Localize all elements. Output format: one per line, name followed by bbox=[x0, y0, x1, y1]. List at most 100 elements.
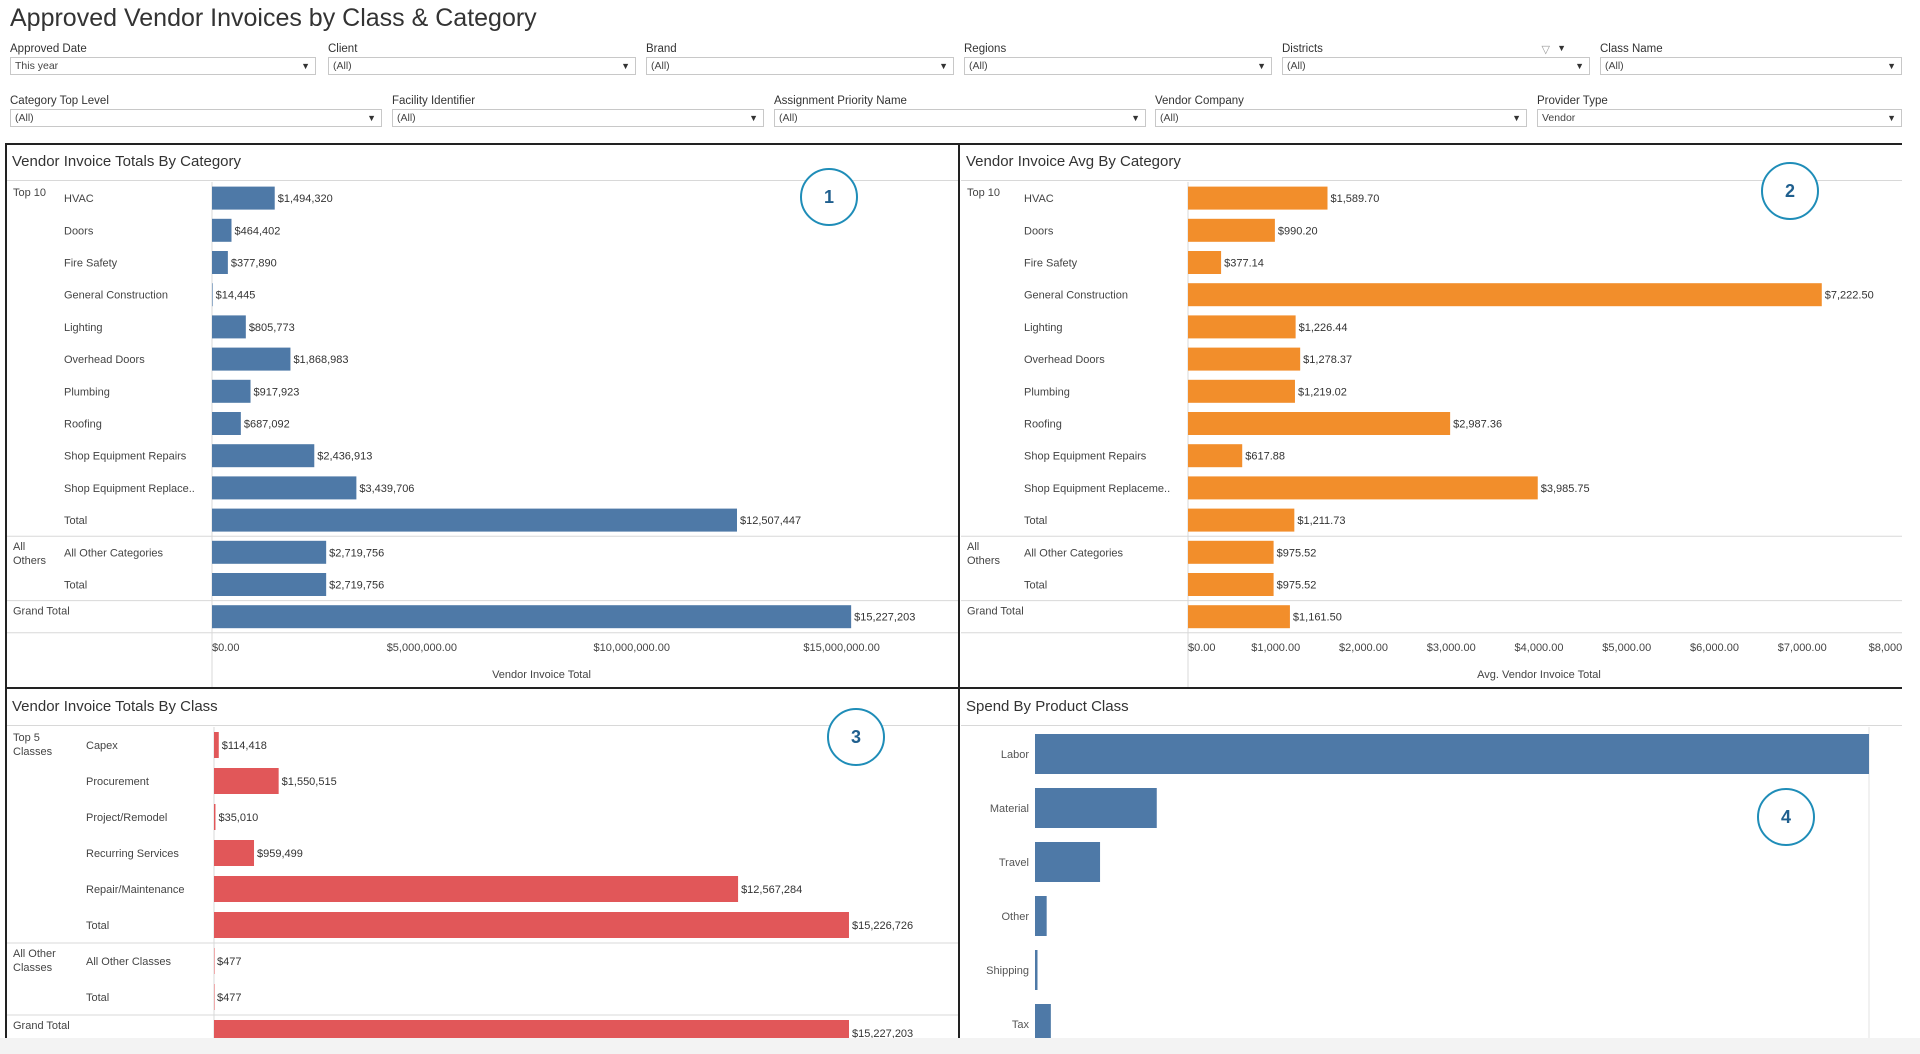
data-label: $15,227,203 bbox=[852, 1028, 913, 1038]
data-label: $377,890 bbox=[231, 258, 277, 270]
category-label: Repair/Maintenance bbox=[86, 884, 184, 896]
filter-class-name[interactable]: Class Name (All) ▼ bbox=[1600, 43, 1902, 75]
bar bbox=[214, 912, 849, 938]
chart-totals-by-class: Top 5 Classes All Other Classes Grand Total C… bbox=[7, 727, 959, 1038]
panel-border bbox=[5, 143, 7, 1038]
category-label: Labor bbox=[1001, 749, 1029, 761]
filter-select[interactable]: (All) ▼ bbox=[392, 109, 764, 127]
category-label: Plumbing bbox=[64, 386, 110, 398]
filter-districts[interactable]: Districts ▽ ▼ (All) ▼ bbox=[1282, 43, 1590, 75]
tick-label: $3,000.00 bbox=[1427, 642, 1476, 654]
filter-label: Brand bbox=[646, 43, 677, 55]
dropdown-arrow-icon[interactable]: ▼ bbox=[301, 61, 310, 71]
filter-value: (All) bbox=[333, 60, 352, 72]
funnel-icon[interactable]: ▽ bbox=[1541, 44, 1550, 56]
filter-select[interactable]: (All) ▼ bbox=[774, 109, 1146, 127]
dropdown-arrow-icon[interactable]: ▼ bbox=[1887, 113, 1896, 123]
filter-label: Regions bbox=[964, 43, 1007, 55]
chevron-down-icon[interactable]: ▼ bbox=[1557, 43, 1566, 53]
dropdown-arrow-icon[interactable]: ▼ bbox=[1887, 61, 1896, 71]
dropdown-arrow-icon[interactable]: ▼ bbox=[1257, 61, 1266, 71]
filter-provider-type[interactable]: Provider Type Vendor ▼ bbox=[1537, 95, 1902, 127]
category-label: Tax bbox=[1012, 1019, 1030, 1031]
data-label: $377.14 bbox=[1224, 258, 1264, 270]
filter-label: Assignment Priority Name bbox=[774, 95, 907, 107]
bar bbox=[1035, 788, 1157, 828]
filter-assignment-priority[interactable]: Assignment Priority Name (All) ▼ bbox=[774, 95, 1146, 127]
group-label: Grand Total bbox=[967, 606, 1024, 618]
category-label: Overhead Doors bbox=[1024, 354, 1105, 366]
filter-brand[interactable]: Brand (All) ▼ bbox=[646, 43, 954, 75]
filter-category-top-level[interactable]: Category Top Level (All) ▼ bbox=[10, 95, 382, 127]
filter-select[interactable]: (All) ▼ bbox=[10, 109, 382, 127]
filter-select[interactable]: (All) ▼ bbox=[1282, 57, 1590, 75]
filter-select[interactable]: Vendor ▼ bbox=[1537, 109, 1902, 127]
filter-select[interactable]: (All) ▼ bbox=[328, 57, 636, 75]
filter-select[interactable]: (All) ▼ bbox=[1600, 57, 1902, 75]
category-label: HVAC bbox=[64, 193, 94, 205]
data-label: $687,092 bbox=[244, 419, 290, 431]
group-label: Top 5 bbox=[13, 732, 40, 744]
bar bbox=[214, 984, 215, 1010]
filter-value: (All) bbox=[1605, 60, 1624, 72]
bar bbox=[1188, 573, 1274, 596]
data-label: $1,868,983 bbox=[293, 354, 348, 366]
data-label: $2,436,913 bbox=[317, 451, 372, 463]
group-label: All bbox=[967, 541, 979, 553]
data-label: $1,278.37 bbox=[1303, 354, 1352, 366]
bar bbox=[212, 444, 315, 468]
group-label: Top 10 bbox=[13, 187, 46, 199]
filter-select[interactable]: (All) ▼ bbox=[1155, 109, 1527, 127]
data-label: $617.88 bbox=[1245, 451, 1285, 463]
filter-label: Districts bbox=[1282, 43, 1323, 55]
data-label: $2,987.36 bbox=[1453, 419, 1502, 431]
data-label: $3,439,706 bbox=[359, 483, 414, 495]
bar bbox=[212, 605, 852, 629]
tick-label: $1,000.00 bbox=[1251, 642, 1300, 654]
filter-approved-date[interactable]: Approved Date This year ▼ bbox=[10, 43, 316, 75]
bar bbox=[212, 251, 228, 274]
filter-vendor-company[interactable]: Vendor Company (All) ▼ bbox=[1155, 95, 1527, 127]
group-label: All Other bbox=[13, 948, 56, 960]
category-label: All Other Categories bbox=[1024, 547, 1124, 559]
category-label: General Construction bbox=[64, 290, 168, 302]
dropdown-arrow-icon[interactable]: ▼ bbox=[1575, 61, 1584, 71]
data-label: $477 bbox=[217, 992, 241, 1004]
numbered-callout-icon: 1 bbox=[800, 168, 858, 226]
filter-select[interactable]: This year ▼ bbox=[10, 57, 316, 75]
dropdown-arrow-icon[interactable]: ▼ bbox=[939, 61, 948, 71]
dropdown-arrow-icon[interactable]: ▼ bbox=[749, 113, 758, 123]
dropdown-arrow-icon[interactable]: ▼ bbox=[1512, 113, 1521, 123]
tick-label: $6,000.00 bbox=[1690, 642, 1739, 654]
category-label: Overhead Doors bbox=[64, 354, 145, 366]
filter-value: (All) bbox=[1287, 60, 1306, 72]
title-divider bbox=[7, 180, 959, 181]
data-label: $12,507,447 bbox=[740, 515, 801, 527]
filter-client[interactable]: Client (All) ▼ bbox=[328, 43, 636, 75]
category-label: Roofing bbox=[1024, 419, 1062, 431]
filter-select[interactable]: (All) ▼ bbox=[964, 57, 1272, 75]
filter-regions[interactable]: Regions (All) ▼ bbox=[964, 43, 1272, 75]
data-label: $2,719,756 bbox=[329, 580, 384, 592]
filter-label: Category Top Level bbox=[10, 95, 109, 107]
group-label: Grand Total bbox=[13, 606, 70, 618]
filter-value: (All) bbox=[969, 60, 988, 72]
category-label: Lighting bbox=[1024, 322, 1063, 334]
tick-label: $4,000.00 bbox=[1515, 642, 1564, 654]
bar bbox=[212, 508, 737, 532]
filter-value: (All) bbox=[651, 60, 670, 72]
dropdown-arrow-icon[interactable]: ▼ bbox=[367, 113, 376, 123]
filter-facility-identifier[interactable]: Facility Identifier (All) ▼ bbox=[392, 95, 764, 127]
bar bbox=[212, 347, 291, 371]
data-label: $990.20 bbox=[1278, 225, 1318, 237]
filter-label: Vendor Company bbox=[1155, 95, 1244, 107]
title-divider bbox=[7, 725, 959, 726]
category-label: Plumbing bbox=[1024, 386, 1070, 398]
bar bbox=[1188, 540, 1274, 564]
panel-totals-by-class: Vendor Invoice Totals By Class Top 5 Clas… bbox=[7, 690, 959, 1038]
dropdown-arrow-icon[interactable]: ▼ bbox=[1131, 113, 1140, 123]
filter-select[interactable]: (All) ▼ bbox=[646, 57, 954, 75]
bar bbox=[1188, 186, 1328, 210]
dropdown-arrow-icon[interactable]: ▼ bbox=[621, 61, 630, 71]
bar bbox=[212, 315, 246, 339]
